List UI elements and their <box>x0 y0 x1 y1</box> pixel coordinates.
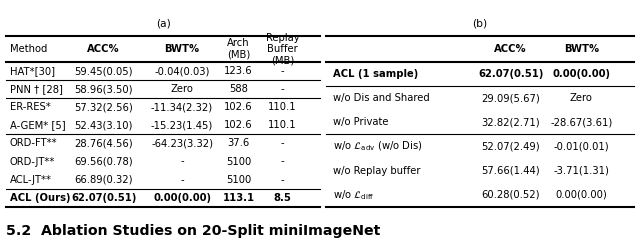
Text: 123.6: 123.6 <box>224 66 253 76</box>
Text: -0.01(0.01): -0.01(0.01) <box>554 142 609 152</box>
Text: 52.07(2.49): 52.07(2.49) <box>481 142 540 152</box>
Text: 5100: 5100 <box>226 175 251 185</box>
Text: 102.6: 102.6 <box>224 102 253 112</box>
Text: 32.82(2.71): 32.82(2.71) <box>481 117 540 127</box>
Text: 62.07(0.51): 62.07(0.51) <box>478 69 543 79</box>
Text: -3.71(1.31): -3.71(1.31) <box>554 166 609 176</box>
Text: 8.5: 8.5 <box>273 193 291 203</box>
Text: 28.76(4.56): 28.76(4.56) <box>74 138 133 149</box>
Text: 113.1: 113.1 <box>223 193 255 203</box>
Text: (a): (a) <box>156 18 171 28</box>
Text: ACL-JT**: ACL-JT** <box>10 175 52 185</box>
Text: BWT%: BWT% <box>164 44 200 54</box>
Text: -: - <box>280 175 284 185</box>
Text: w/o Dis and Shared: w/o Dis and Shared <box>333 93 429 103</box>
Text: 29.09(5.67): 29.09(5.67) <box>481 93 540 103</box>
Text: 57.32(2.56): 57.32(2.56) <box>74 102 133 112</box>
Text: 58.96(3.50): 58.96(3.50) <box>74 84 133 94</box>
Text: 60.28(0.52): 60.28(0.52) <box>481 190 540 200</box>
Text: 69.56(0.78): 69.56(0.78) <box>74 156 133 167</box>
Text: ACL (1 sample): ACL (1 sample) <box>333 69 418 79</box>
Text: -64.23(3.32): -64.23(3.32) <box>151 138 213 149</box>
Text: Zero: Zero <box>570 93 593 103</box>
Text: w/o Replay buffer: w/o Replay buffer <box>333 166 420 176</box>
Text: 59.45(0.05): 59.45(0.05) <box>74 66 133 76</box>
Text: 0.00(0.00): 0.00(0.00) <box>153 193 211 203</box>
Text: HAT*[30]: HAT*[30] <box>10 66 54 76</box>
Text: A-GEM* [5]: A-GEM* [5] <box>10 120 65 130</box>
Text: -: - <box>180 175 184 185</box>
Text: w/o $\mathcal{L}_\mathrm{adv}$ (w/o Dis): w/o $\mathcal{L}_\mathrm{adv}$ (w/o Dis) <box>333 140 422 153</box>
Text: -: - <box>180 156 184 167</box>
Text: PNN † [28]: PNN † [28] <box>10 84 63 94</box>
Text: 37.6: 37.6 <box>227 138 250 149</box>
Text: 66.89(0.32): 66.89(0.32) <box>74 175 133 185</box>
Text: 5.2  Ablation Studies on 20-Split miniImageNet: 5.2 Ablation Studies on 20-Split miniIma… <box>6 224 381 238</box>
Text: w/o $\mathcal{L}_\mathrm{diff}$: w/o $\mathcal{L}_\mathrm{diff}$ <box>333 188 374 202</box>
Text: -: - <box>280 84 284 94</box>
Text: 62.07(0.51): 62.07(0.51) <box>71 193 136 203</box>
Text: -: - <box>280 156 284 167</box>
Text: -11.34(2.32): -11.34(2.32) <box>151 102 213 112</box>
Text: 110.1: 110.1 <box>268 120 297 130</box>
Text: BWT%: BWT% <box>564 44 599 54</box>
Text: -0.04(0.03): -0.04(0.03) <box>154 66 210 76</box>
Text: -: - <box>280 138 284 149</box>
Text: -: - <box>280 66 284 76</box>
Text: ACL (Ours): ACL (Ours) <box>10 193 70 203</box>
Text: Replay
Buffer
(MB): Replay Buffer (MB) <box>266 32 299 66</box>
Text: Zero: Zero <box>171 84 193 94</box>
Text: (b): (b) <box>472 18 488 28</box>
Text: ACC%: ACC% <box>87 44 120 54</box>
Text: 0.00(0.00): 0.00(0.00) <box>552 69 611 79</box>
Text: -15.23(1.45): -15.23(1.45) <box>151 120 213 130</box>
Text: w/o Private: w/o Private <box>333 117 388 127</box>
Text: 102.6: 102.6 <box>224 120 253 130</box>
Text: 5100: 5100 <box>226 156 251 167</box>
Text: ORD-JT**: ORD-JT** <box>10 156 55 167</box>
Text: 0.00(0.00): 0.00(0.00) <box>556 190 607 200</box>
Text: 110.1: 110.1 <box>268 102 297 112</box>
Text: 588: 588 <box>229 84 248 94</box>
Text: 52.43(3.10): 52.43(3.10) <box>74 120 133 130</box>
Text: -28.67(3.61): -28.67(3.61) <box>550 117 612 127</box>
Text: Arch
(MB): Arch (MB) <box>227 38 250 60</box>
Text: ORD-FT**: ORD-FT** <box>10 138 57 149</box>
Text: ER-RES*: ER-RES* <box>10 102 51 112</box>
Text: Method: Method <box>10 44 47 54</box>
Text: 57.66(1.44): 57.66(1.44) <box>481 166 540 176</box>
Text: ACC%: ACC% <box>495 44 527 54</box>
